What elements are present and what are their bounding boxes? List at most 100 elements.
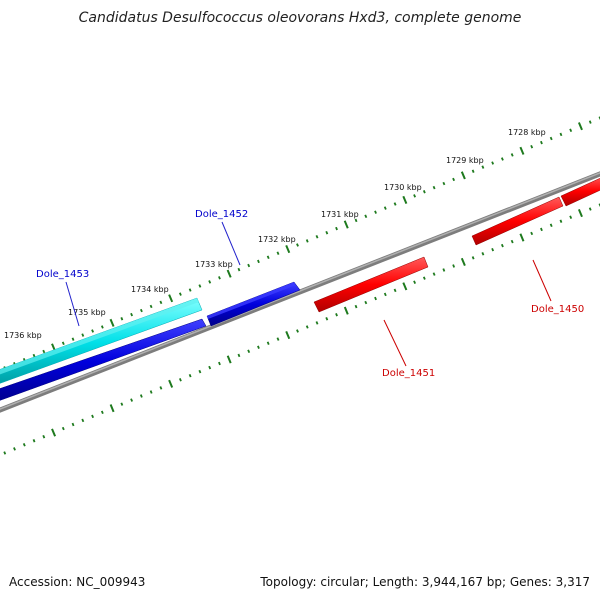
- outer-tick-mark: [130, 312, 134, 317]
- inner-tick-mark: [383, 292, 387, 297]
- outer-tick-mark: [519, 146, 525, 155]
- outer-tick-track: [3, 116, 600, 370]
- inner-tick-mark: [42, 434, 46, 439]
- inner-tick-mark: [71, 422, 75, 427]
- inner-tick-mark: [91, 414, 95, 419]
- outer-tick-mark: [383, 206, 387, 210]
- inner-tick-mark: [247, 349, 251, 354]
- outer-tick-mark: [577, 122, 583, 131]
- outer-tick-mark: [296, 243, 299, 247]
- inner-tick-mark: [422, 276, 426, 280]
- map-title: Candidatus Desulfococcus oleovorans Hxd3…: [79, 10, 522, 26]
- inner-tick-mark: [588, 207, 592, 211]
- outer-tick-mark: [139, 308, 143, 313]
- outer-tick-mark: [402, 195, 408, 204]
- inner-tick-mark: [549, 223, 553, 228]
- outer-tick-mark: [422, 190, 426, 194]
- gene-dole-1450-arrow-a: [471, 196, 564, 246]
- gene-dole-1450[interactable]: [471, 176, 600, 246]
- inner-tick-mark: [149, 390, 153, 394]
- inner-tick-mark: [460, 257, 466, 266]
- gene-dole-1453[interactable]: [0, 297, 207, 404]
- genome-backbone-highlight: [0, 172, 600, 410]
- outer-tick-mark: [188, 288, 192, 292]
- outer-tick-mark: [42, 349, 46, 354]
- inner-tick-mark: [393, 288, 397, 293]
- inner-tick-mark: [130, 398, 134, 402]
- inner-tick-mark: [178, 378, 182, 382]
- outer-tick-mark: [237, 267, 241, 272]
- outer-tick-mark: [226, 269, 232, 278]
- inner-tick-mark: [159, 386, 163, 390]
- tick-label-1734: 1734 kbp: [131, 285, 169, 294]
- inner-tick-mark: [276, 337, 280, 341]
- inner-tick-mark: [491, 247, 495, 252]
- tick-label-1733: 1733 kbp: [195, 260, 233, 269]
- outer-tick-mark: [178, 292, 182, 296]
- outer-tick-mark: [32, 353, 36, 358]
- outer-tick-mark: [285, 245, 291, 254]
- label-dole-1451[interactable]: Dole_1451: [382, 368, 435, 379]
- outer-tick-mark: [549, 136, 553, 141]
- outer-tick-mark: [393, 202, 397, 206]
- inner-tick-mark: [500, 243, 504, 248]
- tick-label-1731: 1731 kbp: [321, 210, 359, 219]
- outer-tick-mark: [100, 325, 104, 329]
- outer-tick-mark: [325, 230, 329, 235]
- inner-tick-mark: [569, 215, 573, 219]
- tick-label-1732: 1732 kbp: [258, 235, 296, 244]
- outer-tick-mark: [109, 318, 115, 327]
- inner-tick-mark: [257, 345, 260, 349]
- outer-tick-mark: [305, 239, 309, 243]
- outer-tick-mark: [120, 317, 124, 321]
- gene-dole-1452[interactable]: [206, 281, 301, 327]
- inner-tick-mark: [22, 443, 26, 447]
- inner-tick-mark: [530, 231, 534, 236]
- inner-tick-mark: [139, 394, 143, 398]
- outer-tick-mark: [510, 153, 514, 157]
- accession-text: Accession: NC_009943: [9, 575, 145, 589]
- outer-tick-mark: [198, 284, 202, 288]
- inner-tick-track: [3, 203, 600, 455]
- outer-tick-mark: [266, 255, 270, 260]
- inner-tick-mark: [343, 306, 349, 315]
- outer-tick-mark: [354, 218, 358, 223]
- inner-tick-mark: [540, 227, 543, 232]
- inner-tick-mark: [32, 439, 36, 443]
- inner-tick-mark: [188, 373, 192, 378]
- label-dole-1453[interactable]: Dole_1453: [36, 269, 89, 280]
- tick-label-1728: 1728 kbp: [508, 128, 546, 137]
- outer-tick-mark: [335, 226, 338, 231]
- inner-tick-mark: [577, 209, 583, 218]
- inner-tick-mark: [218, 361, 221, 366]
- outer-tick-mark: [569, 128, 573, 133]
- tick-label-1736: 1736 kbp: [4, 331, 42, 340]
- inner-tick-mark: [120, 402, 124, 406]
- inner-tick-mark: [335, 313, 338, 317]
- inner-tick-mark: [354, 304, 358, 309]
- gene-labels: Dole_1453 Dole_1452 Dole_1451 Dole_1450: [36, 209, 584, 379]
- gene-dole-1451-arrow: [313, 256, 429, 313]
- inner-tick-mark: [168, 379, 174, 388]
- outer-tick-mark: [471, 169, 475, 173]
- inner-tick-mark: [237, 353, 241, 358]
- outer-tick-mark: [452, 177, 456, 182]
- inner-tick-mark: [413, 280, 417, 284]
- outer-tick-mark: [559, 132, 563, 137]
- leader-dole-1453: [65, 281, 80, 327]
- outer-tick-mark: [374, 210, 377, 214]
- outer-tick-mark: [364, 214, 368, 219]
- label-dole-1452[interactable]: Dole_1452: [195, 209, 248, 220]
- inner-tick-mark: [81, 418, 85, 423]
- tick-label-1730: 1730 kbp: [384, 183, 422, 192]
- label-dole-1450[interactable]: Dole_1450: [531, 304, 584, 315]
- gene-dole-1451[interactable]: [313, 256, 429, 313]
- inner-tick-mark: [402, 282, 408, 291]
- leader-dole-1451: [383, 319, 407, 367]
- inner-tick-mark: [198, 369, 202, 374]
- inner-tick-mark: [452, 264, 456, 268]
- genome-backbone: [0, 171, 600, 413]
- inner-tick-mark: [296, 329, 299, 333]
- inner-tick-mark: [471, 256, 475, 260]
